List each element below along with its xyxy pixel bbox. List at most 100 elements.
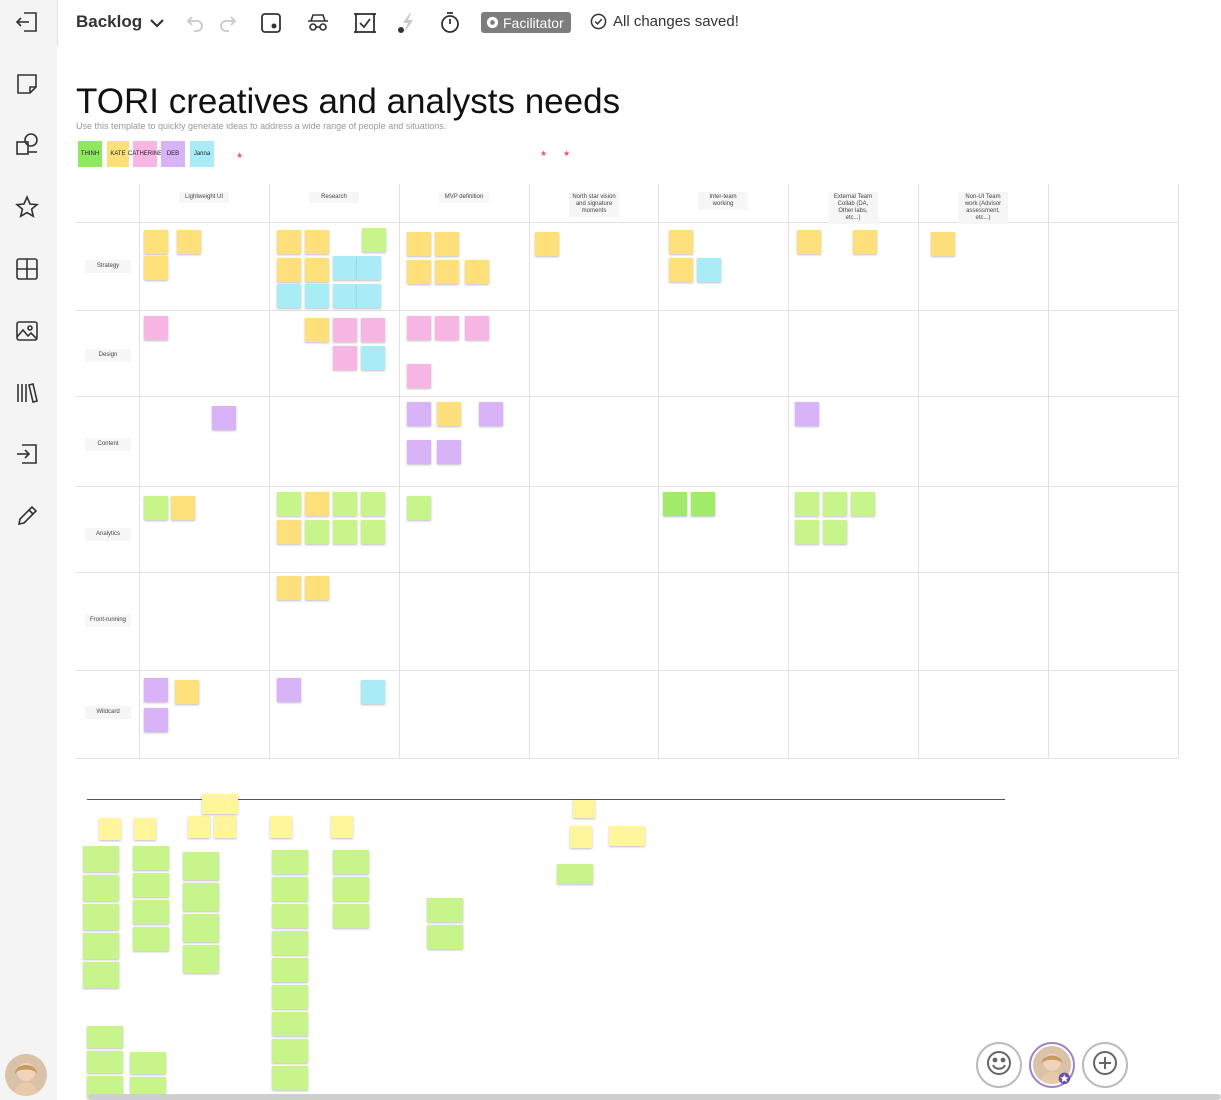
backlog-note[interactable] [83, 904, 119, 930]
sticky-note[interactable] [144, 708, 168, 732]
sticky-note[interactable] [361, 492, 385, 516]
grid-icon[interactable] [11, 253, 43, 285]
backlog-note[interactable] [272, 850, 308, 874]
chevron-down-icon[interactable] [143, 9, 171, 37]
sticky-note[interactable] [144, 678, 168, 702]
sticky-note[interactable] [305, 520, 329, 544]
backlog-note[interactable] [202, 794, 238, 814]
frame-icon[interactable] [257, 9, 285, 37]
user-avatar[interactable] [5, 1054, 47, 1096]
backlog-note[interactable] [130, 1077, 166, 1099]
backlog-note[interactable] [570, 826, 592, 848]
sticky-note[interactable] [277, 678, 301, 702]
backlog-note[interactable] [557, 864, 593, 884]
backlog-note[interactable] [133, 873, 169, 897]
sticky-note[interactable] [535, 232, 559, 256]
sticky-note[interactable] [823, 492, 847, 516]
backlog-note[interactable] [272, 877, 308, 901]
horizontal-scrollbar[interactable] [88, 1094, 1221, 1100]
sticky-note[interactable] [437, 402, 461, 426]
sticky-note[interactable] [333, 346, 357, 370]
backlog-note[interactable] [133, 846, 169, 870]
sticky-note[interactable] [361, 318, 385, 342]
add-button[interactable] [1082, 1042, 1128, 1088]
sticky-note[interactable] [669, 258, 693, 282]
legend-item[interactable]: KATE [107, 141, 129, 167]
backlog-note[interactable] [573, 800, 595, 818]
sticky-note[interactable] [277, 230, 301, 254]
spy-icon[interactable] [304, 9, 332, 37]
backlog-note[interactable] [272, 1039, 308, 1063]
backlog-note[interactable] [83, 846, 119, 872]
sticky-note[interactable] [333, 256, 357, 280]
redo-icon[interactable] [214, 9, 242, 37]
sticky-note[interactable] [407, 364, 431, 388]
sticky-note[interactable] [144, 230, 168, 254]
backlog-note[interactable] [333, 877, 369, 901]
sticky-note[interactable] [277, 284, 301, 308]
sticky-note[interactable] [305, 258, 329, 282]
sticky-note[interactable] [362, 228, 386, 252]
sticky-note[interactable] [435, 260, 459, 284]
backlog-note[interactable] [87, 1026, 123, 1048]
sticky-note[interactable] [407, 232, 431, 256]
sticky-note[interactable] [663, 492, 687, 516]
backlog-note[interactable] [272, 904, 308, 928]
sticky-note[interactable] [357, 284, 381, 308]
sticky-note[interactable] [144, 316, 168, 340]
backlog-note[interactable] [331, 816, 353, 838]
backlog-note[interactable] [83, 933, 119, 959]
sticky-note[interactable] [333, 318, 357, 342]
backlog-note[interactable] [133, 900, 169, 924]
sticky-note[interactable] [361, 680, 385, 704]
sticky-note[interactable] [305, 284, 329, 308]
sticky-note[interactable] [407, 402, 431, 426]
sticky-note[interactable] [465, 316, 489, 340]
sticky-note[interactable] [407, 496, 431, 520]
undo-icon[interactable] [181, 9, 209, 37]
backlog-note[interactable] [183, 883, 219, 911]
sticky-note[interactable] [305, 576, 329, 600]
sticky-note[interactable] [931, 232, 955, 256]
sticky-note[interactable] [437, 440, 461, 464]
facilitator-button[interactable]: Facilitator [481, 12, 571, 33]
backlog-note[interactable] [183, 914, 219, 942]
backlog-note[interactable] [427, 898, 463, 922]
backlog-note[interactable] [427, 925, 463, 949]
backlog-note[interactable] [188, 816, 210, 838]
import-icon[interactable] [11, 438, 43, 470]
legend-item[interactable]: DEB [161, 141, 185, 167]
sticky-note[interactable] [435, 316, 459, 340]
emoji-button[interactable] [976, 1042, 1022, 1088]
image-icon[interactable] [11, 315, 43, 347]
sticky-note[interactable] [144, 256, 168, 280]
legend-item[interactable]: Janna [190, 141, 214, 167]
backlog-note[interactable] [183, 945, 219, 973]
backlog-note[interactable] [83, 875, 119, 901]
sticky-note[interactable] [333, 520, 357, 544]
backlog-note[interactable] [272, 931, 308, 955]
library-icon[interactable] [11, 377, 43, 409]
sticky-note[interactable] [212, 406, 236, 430]
sticky-note[interactable] [479, 402, 503, 426]
exit-icon[interactable] [11, 6, 43, 38]
sticky-note[interactable] [853, 230, 877, 254]
backlog-note[interactable] [272, 985, 308, 1009]
sticky-note[interactable] [407, 316, 431, 340]
backlog-note[interactable] [333, 904, 369, 928]
star-icon[interactable] [11, 191, 43, 223]
sticky-note[interactable] [697, 258, 721, 282]
lightning-icon[interactable] [393, 9, 421, 37]
sticky-note[interactable] [305, 230, 329, 254]
sticky-note[interactable] [795, 492, 819, 516]
sticky-note[interactable] [333, 492, 357, 516]
sticky-note[interactable] [277, 576, 301, 600]
backlog-note[interactable] [214, 816, 236, 838]
sticky-note[interactable] [305, 318, 329, 342]
backlog-note[interactable] [333, 850, 369, 874]
backlog-note[interactable] [183, 852, 219, 880]
sticky-note[interactable] [795, 402, 819, 426]
sticky-note[interactable] [357, 256, 381, 280]
pen-icon[interactable] [11, 500, 43, 532]
user-avatar[interactable] [1029, 1042, 1075, 1088]
